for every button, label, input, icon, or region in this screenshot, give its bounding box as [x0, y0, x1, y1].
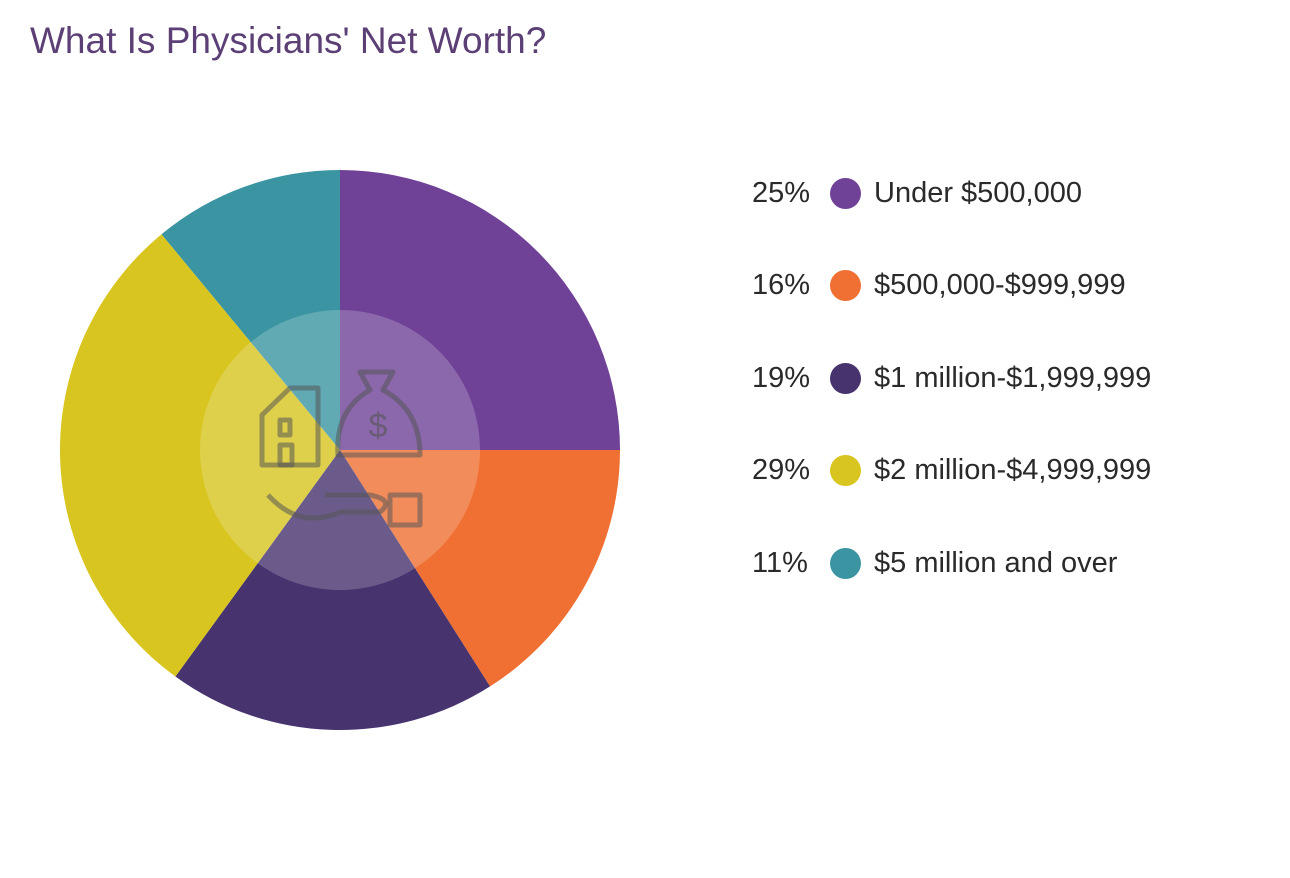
money-bag-house-hand-icon: $ — [259, 369, 423, 528]
legend-percent: 29% — [752, 454, 811, 486]
legend-label: $500,000-$999,999 — [874, 269, 1126, 301]
legend-label: $1 million-$1,999,999 — [874, 361, 1152, 394]
legend-label: $5 million and over — [874, 546, 1118, 579]
legend-item: 29% $2 million-$4,999,999 — [752, 451, 1151, 491]
legend-percent: 11% — [752, 546, 808, 579]
legend-color-dot — [830, 177, 861, 209]
pie-slice — [161, 170, 340, 450]
legend-label: $2 million-$4,999,999 — [874, 454, 1152, 486]
pie-chart: $ — [59, 170, 620, 731]
legend-color-dot — [830, 270, 861, 301]
legend-percent: 19% — [752, 361, 811, 394]
legend-item: 25% Under $500,000 — [752, 173, 1082, 213]
legend-color-dot — [830, 362, 861, 394]
svg-text:$: $ — [369, 407, 388, 445]
pie-slice — [59, 234, 340, 677]
legend-item: 11% $5 million and over — [752, 543, 1117, 583]
chart-title: What Is Physicians' Net Worth? — [30, 20, 547, 61]
legend-label: Under $500,000 — [874, 176, 1082, 209]
legend-color-dot — [830, 547, 861, 579]
legend-percent: 16% — [752, 269, 811, 301]
legend-percent: 25% — [752, 176, 811, 209]
pie-slice — [340, 170, 620, 450]
legend-color-dot — [830, 455, 861, 486]
legend-item: 19% $1 million-$1,999,999 — [752, 358, 1151, 398]
pie-slice — [340, 450, 620, 687]
legend-item: 16% $500,000-$999,999 — [752, 266, 1126, 306]
pie-slice — [175, 450, 491, 731]
